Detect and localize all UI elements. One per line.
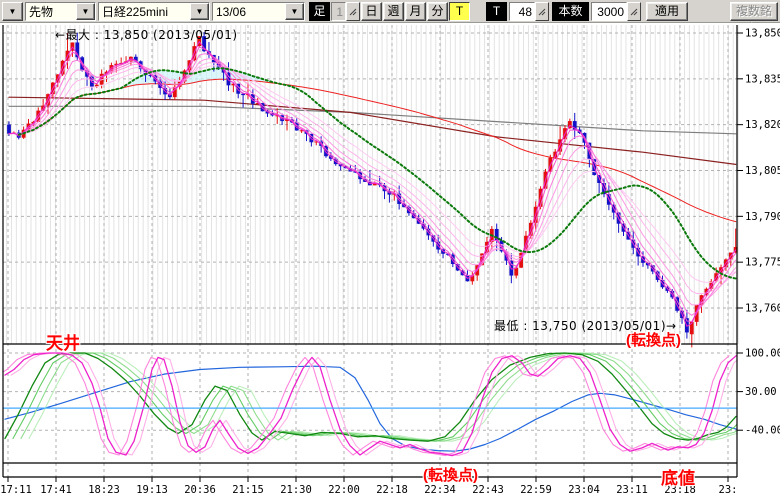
bar-count-label: 本数 xyxy=(552,2,589,21)
chevron-down-icon[interactable]: ▼ xyxy=(285,3,304,20)
svg-text:17:11: 17:11 xyxy=(0,484,32,496)
svg-text:23:04: 23:04 xyxy=(568,484,600,496)
bar-interval-value: 1 xyxy=(331,2,346,21)
contract-value: 13/06 xyxy=(216,5,247,19)
spinner-icon[interactable] xyxy=(627,2,641,21)
svg-text:23:11: 23:11 xyxy=(616,484,648,496)
tick-count-spinner[interactable]: 48 xyxy=(509,2,549,21)
turning-point-bottom-annotation: (転換点) xyxy=(423,467,478,484)
ceiling-annotation: 天井 xyxy=(46,334,80,353)
svg-text:13,790: 13,790 xyxy=(745,211,780,223)
svg-text:22:59: 22:59 xyxy=(520,484,552,496)
svg-text:20:36: 20:36 xyxy=(184,484,216,496)
svg-text:13,775: 13,775 xyxy=(745,257,780,269)
spinner-icon[interactable] xyxy=(535,2,549,21)
svg-text:100.00: 100.00 xyxy=(745,348,780,360)
svg-text:22:34: 22:34 xyxy=(424,484,456,496)
ema-ribbon xyxy=(8,41,737,327)
svg-text:13,820: 13,820 xyxy=(745,119,780,131)
period-week-button[interactable]: 週 xyxy=(383,2,404,21)
turning-point-top-annotation: (転換点) xyxy=(626,332,681,349)
svg-text:21:30: 21:30 xyxy=(280,484,312,496)
period-month-button[interactable]: 月 xyxy=(405,2,426,21)
tick-count-value: 48 xyxy=(509,2,535,21)
gridlines xyxy=(3,25,737,477)
bar-interval-spinner[interactable]: 1 xyxy=(331,2,360,21)
chart-panel[interactable]: 13,850 13,835 13,820 13,805 13,790 13,775 13,7… xyxy=(0,23,780,500)
oscillator-lines xyxy=(3,352,737,457)
svg-text:22:43: 22:43 xyxy=(472,484,504,496)
price-and-oscillator-chart[interactable]: 13,850 13,835 13,820 13,805 13,790 13,775 13,7… xyxy=(0,23,780,500)
svg-text:13,805: 13,805 xyxy=(745,165,780,177)
apply-button[interactable]: 適用 xyxy=(646,2,688,21)
category-combobox[interactable]: 先物 ▼ xyxy=(25,2,96,21)
svg-text:23:18: 23:18 xyxy=(664,484,696,496)
window-combo-arrow-button[interactable]: ▼ xyxy=(2,2,23,21)
contract-month-combobox[interactable]: 13/06 ▼ xyxy=(212,2,305,21)
svg-text:30.00: 30.00 xyxy=(745,386,777,398)
category-value: 先物 xyxy=(29,5,54,19)
dotted-ma xyxy=(17,67,737,280)
axes-and-borders: 13,850 13,835 13,820 13,805 13,790 13,775 13,7… xyxy=(0,25,780,496)
svg-text:13,850: 13,850 xyxy=(745,28,780,40)
svg-text:-40.00: -40.00 xyxy=(745,425,780,437)
spinner-icon[interactable] xyxy=(346,2,360,21)
tick-count-label: T xyxy=(486,2,507,21)
svg-text:23:: 23: xyxy=(719,484,738,496)
chevron-down-icon[interactable]: ▼ xyxy=(76,3,95,20)
slow-ma-lines xyxy=(8,78,737,223)
symbol-combobox[interactable]: 日経225mini ▼ xyxy=(98,2,210,21)
background-hatch xyxy=(6,25,739,344)
svg-text:19:13: 19:13 xyxy=(136,484,168,496)
min-price-annotation: 最低 : 13,750 (2013/05/01)→ xyxy=(494,319,677,333)
svg-text:17:41: 17:41 xyxy=(40,484,72,496)
svg-text:18:23: 18:23 xyxy=(88,484,120,496)
chevron-down-icon[interactable]: ▼ xyxy=(190,3,209,20)
max-price-annotation: ←最大 : 13,850 (2013/05/01) xyxy=(55,28,238,42)
svg-text:21:15: 21:15 xyxy=(232,484,264,496)
multi-symbol-button[interactable]: 複数銘柄 xyxy=(730,2,778,35)
bar-count-value: 3000 xyxy=(591,2,627,21)
symbol-value: 日経225mini xyxy=(102,5,169,19)
bottom-price-annotation: 底値 xyxy=(661,469,695,488)
svg-text:13,835: 13,835 xyxy=(745,73,780,85)
bar-count-spinner[interactable]: 3000 xyxy=(591,2,641,21)
toolbar: ▼ 先物 ▼ 日経225mini ▼ 13/06 ▼ 足 1 日 週 月 分 T… xyxy=(0,0,780,35)
svg-text:13,760: 13,760 xyxy=(745,303,780,315)
bar-type-label: 足 xyxy=(309,2,330,21)
period-tick-button[interactable]: T xyxy=(449,2,470,21)
svg-text:22:18: 22:18 xyxy=(376,484,408,496)
period-day-button[interactable]: 日 xyxy=(361,2,382,21)
svg-text:22:00: 22:00 xyxy=(328,484,360,496)
period-minute-button[interactable]: 分 xyxy=(427,2,448,21)
oscillator-layer xyxy=(3,352,737,457)
